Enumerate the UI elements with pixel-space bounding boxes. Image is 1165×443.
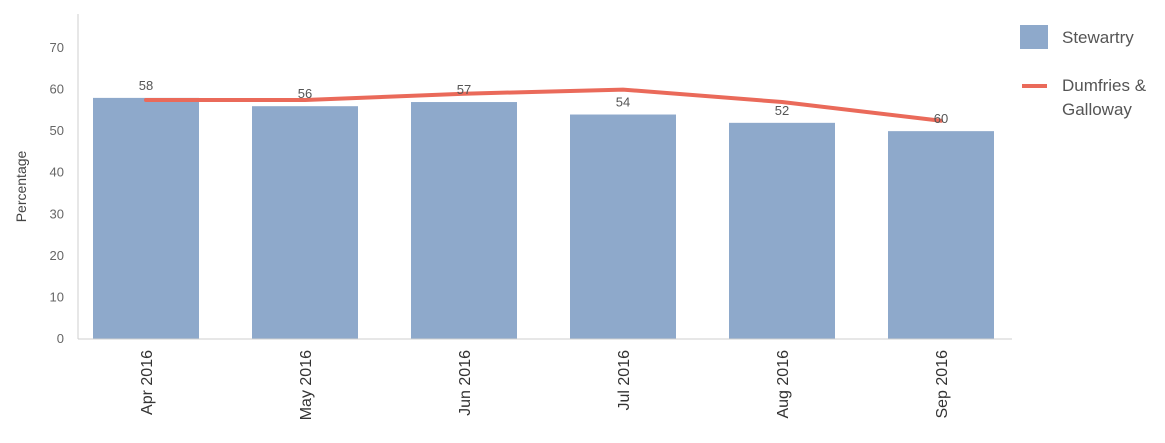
data-label: 56 — [298, 86, 312, 101]
data-label: 58 — [139, 78, 153, 93]
x-axis-labels: Apr 2016 May 2016 Jun 2016 Jul 2016 Aug 2016… — [139, 350, 951, 420]
bar-stewartry — [888, 131, 994, 339]
legend-swatch-stewartry — [1020, 25, 1048, 49]
x-tick-label: Jul 2016 — [616, 350, 633, 411]
y-tick-label: 50 — [50, 123, 64, 138]
line-dumfries-galloway — [144, 87, 943, 123]
bar-series — [93, 97, 994, 340]
line-series — [144, 87, 943, 123]
bar-stewartry — [411, 102, 517, 340]
data-label: 57 — [457, 82, 471, 97]
x-tick-label: Aug 2016 — [775, 350, 792, 419]
y-tick-label: 30 — [50, 206, 64, 221]
y-tick-label: 60 — [50, 82, 64, 97]
x-tick-label: May 2016 — [298, 350, 315, 420]
x-tick-label: Sep 2016 — [934, 350, 951, 419]
legend-label-dumfries-galloway-line2: Galloway — [1062, 100, 1132, 119]
y-tick-label: 20 — [50, 248, 64, 263]
y-tick-label: 40 — [50, 165, 64, 180]
bar-stewartry — [252, 106, 358, 339]
data-label: 52 — [775, 103, 789, 118]
data-label: 54 — [616, 95, 630, 110]
legend-label-stewartry: Stewartry — [1062, 28, 1134, 47]
bar-stewartry — [93, 97, 199, 339]
data-label: 60 — [934, 111, 948, 126]
data-labels: 58 56 57 54 52 60 — [139, 78, 948, 126]
bar-stewartry — [729, 122, 835, 339]
y-tick-label: 70 — [50, 40, 64, 55]
legend-label-dumfries-galloway-line1: Dumfries & — [1062, 76, 1147, 95]
legend: Stewartry Dumfries & Galloway — [1020, 25, 1147, 119]
y-tick-label: 10 — [50, 289, 64, 304]
bar-stewartry — [570, 114, 676, 339]
y-axis: 0 10 20 30 40 50 60 70 — [50, 14, 79, 346]
x-tick-label: Jun 2016 — [457, 350, 474, 416]
x-tick-label: Apr 2016 — [139, 350, 156, 415]
y-axis-title: Percentage — [13, 150, 29, 222]
y-tick-label: 0 — [57, 331, 64, 346]
